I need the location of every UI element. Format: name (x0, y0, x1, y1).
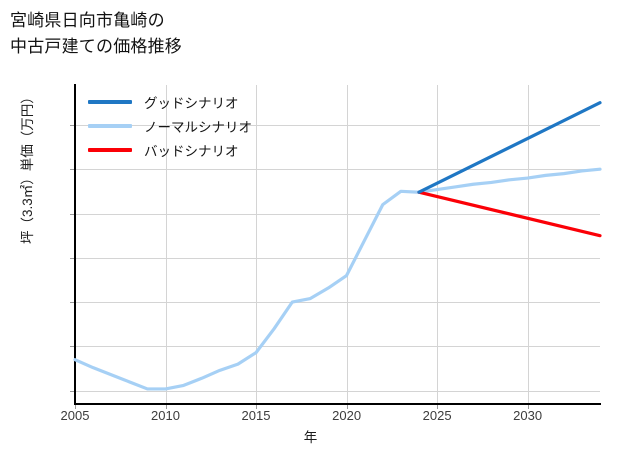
tick-mark-x (165, 404, 167, 409)
x-axis-title: 年 (303, 430, 318, 445)
tick-mark-y (70, 302, 75, 304)
tick-mark-y (70, 124, 75, 126)
gridline-horizontal (75, 390, 600, 392)
tick-mark-x (346, 404, 348, 409)
series-line-normal (73, 167, 602, 391)
legend-label: バッドシナリオ (144, 144, 239, 159)
plot-area (70, 85, 602, 409)
legend-item-0[interactable]: グッドシナリオ (88, 90, 252, 114)
gridline-horizontal (75, 213, 600, 215)
x-tick-label: 2010 (151, 408, 180, 423)
series-line-bad (417, 190, 602, 238)
gridline-horizontal (75, 346, 600, 348)
tick-mark-y (70, 213, 75, 215)
gridline-horizontal (75, 302, 600, 304)
page-title: 宮崎県日向市亀崎の 中古戸建ての価格推移 (10, 11, 182, 56)
tick-mark-y (70, 169, 75, 171)
tick-mark-x (437, 404, 439, 409)
series-line-good (417, 101, 602, 194)
x-tick-label: 2015 (241, 408, 271, 423)
legend-item-1[interactable]: ノーマルシナリオ (88, 114, 252, 138)
gridline-vertical (527, 85, 529, 404)
x-tick-label: 2020 (332, 408, 362, 423)
gridline-horizontal (75, 257, 600, 259)
x-tick-label: 2025 (422, 408, 452, 423)
gridline-vertical (256, 85, 257, 404)
legend-label: グッドシナリオ (144, 96, 239, 111)
tick-mark-x (75, 404, 76, 409)
legend-item-2[interactable]: バッドシナリオ (88, 138, 252, 162)
legend-label: ノーマルシナリオ (144, 120, 252, 135)
tick-mark-y (70, 257, 75, 259)
legend-color-swatch (88, 124, 132, 128)
legend-color-swatch (88, 100, 132, 104)
tick-mark-x (527, 404, 529, 409)
gridline-vertical (165, 85, 167, 404)
x-tick-label: 2005 (60, 408, 90, 423)
y-axis-line (74, 84, 76, 405)
x-tick-label: 2030 (513, 408, 543, 423)
chart-legend: グッドシナリオ ノーマルシナリオ バッドシナリオ (88, 90, 252, 162)
tick-mark-x (256, 404, 257, 409)
x-axis-line (74, 403, 601, 405)
tick-mark-y (70, 390, 75, 392)
y-axis-title: 坪（3.3㎡）単価（万円） (20, 90, 35, 244)
gridline-horizontal (75, 124, 600, 126)
gridline-horizontal (75, 169, 600, 171)
legend-color-swatch (88, 148, 132, 152)
gridline-vertical (437, 85, 439, 404)
gridline-vertical (346, 85, 348, 404)
data-series-layer (73, 101, 602, 391)
tick-mark-y (70, 346, 75, 348)
